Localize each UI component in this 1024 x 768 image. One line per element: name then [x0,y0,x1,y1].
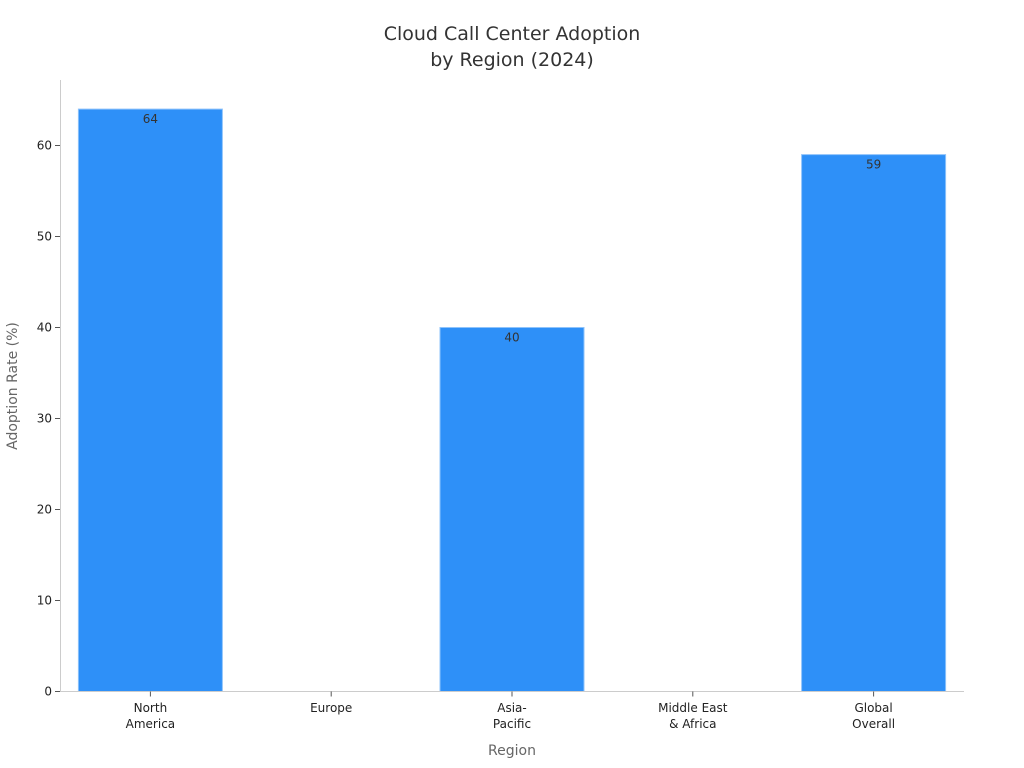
y-tick-label-5: 50 [37,230,52,244]
bars-group [77,108,947,693]
bar-0 [77,108,223,693]
data-label-4: 59 [866,158,881,172]
y-tick-label-3: 30 [37,412,52,426]
x-tick-label-2: Asia- Pacific [493,701,531,731]
y-axis-ticks: 0 10 20 30 40 50 60 [37,139,60,699]
x-tick-label-line: North [134,701,168,715]
x-tick-label-line: Pacific [493,717,531,731]
y-tick-label-1: 10 [37,594,52,608]
x-tick-label-line: Europe [310,701,352,715]
y-tick-label-6: 60 [37,139,52,153]
x-tick-label-line: Global [854,701,892,715]
x-tick-label-line: Asia- [497,701,526,715]
x-tick-label-4: Global Overall [852,701,895,731]
x-tick-label-line: Overall [852,717,895,731]
bar-2 [439,327,585,692]
y-tick-label-2: 20 [37,503,52,517]
x-tick-label-line: Middle East [658,701,728,715]
chart-title: Cloud Call Center Adoption by Region (20… [384,23,641,71]
chart-title-line-1: Cloud Call Center Adoption [384,23,641,45]
x-tick-label-0: North America [126,701,176,731]
x-tick-label-1: Europe [310,701,352,715]
x-tick-label-3: Middle East & Africa [658,701,728,731]
chart-title-line-2: by Region (2024) [430,49,594,71]
data-label-2: 40 [504,331,519,345]
bar-4 [801,154,947,693]
x-tick-label-line: America [126,717,176,731]
data-labels-group: 64 40 59 [143,112,881,344]
y-axis-label: Adoption Rate (%) [5,322,21,450]
y-tick-label-4: 40 [37,321,52,335]
y-tick-label-0: 0 [44,685,52,699]
x-axis-label: Region [488,743,536,759]
x-axis-ticks: North America Europe Asia- Pacific Middle Eas… [126,691,895,731]
x-tick-label-line: & Africa [669,717,716,731]
data-label-0: 64 [143,112,158,126]
